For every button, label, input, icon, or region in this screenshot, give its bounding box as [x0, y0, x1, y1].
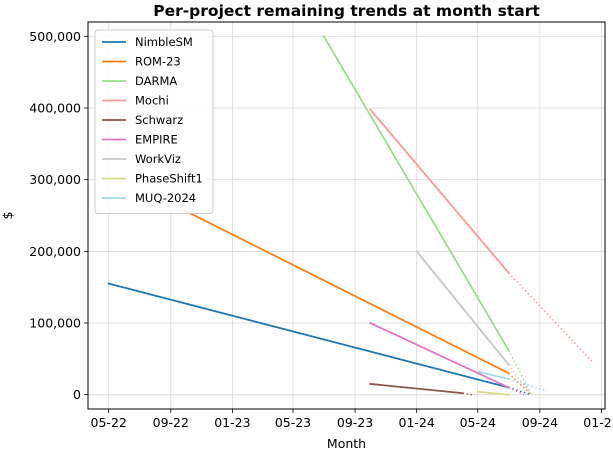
plot-frame — [87, 21, 606, 410]
series-projection-darma — [507, 349, 532, 396]
legend-label: NimbleSM — [135, 35, 193, 49]
y-tick-label: 0 — [73, 387, 81, 402]
x-axis-title: Month — [327, 436, 366, 451]
series-line-darma — [322, 35, 510, 352]
legend-label: Schwarz — [135, 113, 183, 127]
x-tick-label: 01-24 — [399, 415, 435, 430]
series-line-phaseshift1 — [476, 390, 510, 396]
legend-label: DARMA — [135, 74, 177, 88]
chart-title: Per-project remaining trends at month st… — [153, 2, 540, 20]
series-projection-workviz — [508, 364, 532, 396]
series-projection-rom-23 — [508, 372, 532, 396]
x-tick-label: 05-23 — [275, 415, 311, 430]
y-tick-label: 100,000 — [29, 316, 81, 331]
series-line-mochi — [368, 108, 510, 275]
legend: NimbleSM ROM-23 DARMA Mochi Schwarz EMPIRE Wor… — [94, 29, 214, 214]
legend-box — [94, 29, 214, 214]
series-lines — [107, 35, 594, 396]
y-axis-title: $ — [0, 212, 15, 220]
legend-label: Mochi — [135, 94, 169, 108]
y-tick-label: 200,000 — [29, 244, 81, 259]
legend-label: PhaseShift1 — [135, 172, 203, 186]
legend-label: WorkViz — [135, 152, 181, 166]
x-tick-label: 05-22 — [91, 415, 127, 430]
series-projection-schwarz — [462, 392, 473, 396]
legend-label: ROM-23 — [135, 55, 181, 69]
series-line-rom-23 — [184, 209, 510, 375]
legend-label: EMPIRE — [135, 133, 178, 147]
y-tick-label: 500,000 — [29, 29, 81, 44]
x-tick-label: 09-24 — [522, 415, 558, 430]
x-tick-label: 01-25 — [583, 415, 613, 430]
y-tick-label: 400,000 — [29, 101, 81, 116]
y-axis-ticks: 0 100,000 200,000 300,000 400,000 500,000 — [29, 29, 88, 402]
x-tick-label: 09-23 — [337, 415, 373, 430]
series-projection-empire — [508, 386, 525, 396]
series-line-workviz — [415, 250, 510, 366]
series-projection-muq-2024 — [508, 378, 548, 392]
x-tick-label: 05-24 — [460, 415, 496, 430]
x-axis-ticks: 05-22 09-22 01-23 05-23 09-23 01-24 05-24 09-24… — [91, 409, 613, 430]
legend-label: MUQ-2024 — [135, 191, 196, 205]
y-tick-label: 300,000 — [29, 172, 81, 187]
x-tick-label: 09-22 — [153, 415, 189, 430]
grid — [88, 22, 605, 409]
series-line-schwarz — [369, 382, 464, 395]
series-line-empire — [369, 321, 510, 389]
series-line-nimblesm — [107, 282, 510, 389]
series-projection-mochi — [508, 272, 594, 363]
x-tick-label: 01-23 — [214, 415, 250, 430]
series-line-muq-2024 — [476, 370, 510, 380]
